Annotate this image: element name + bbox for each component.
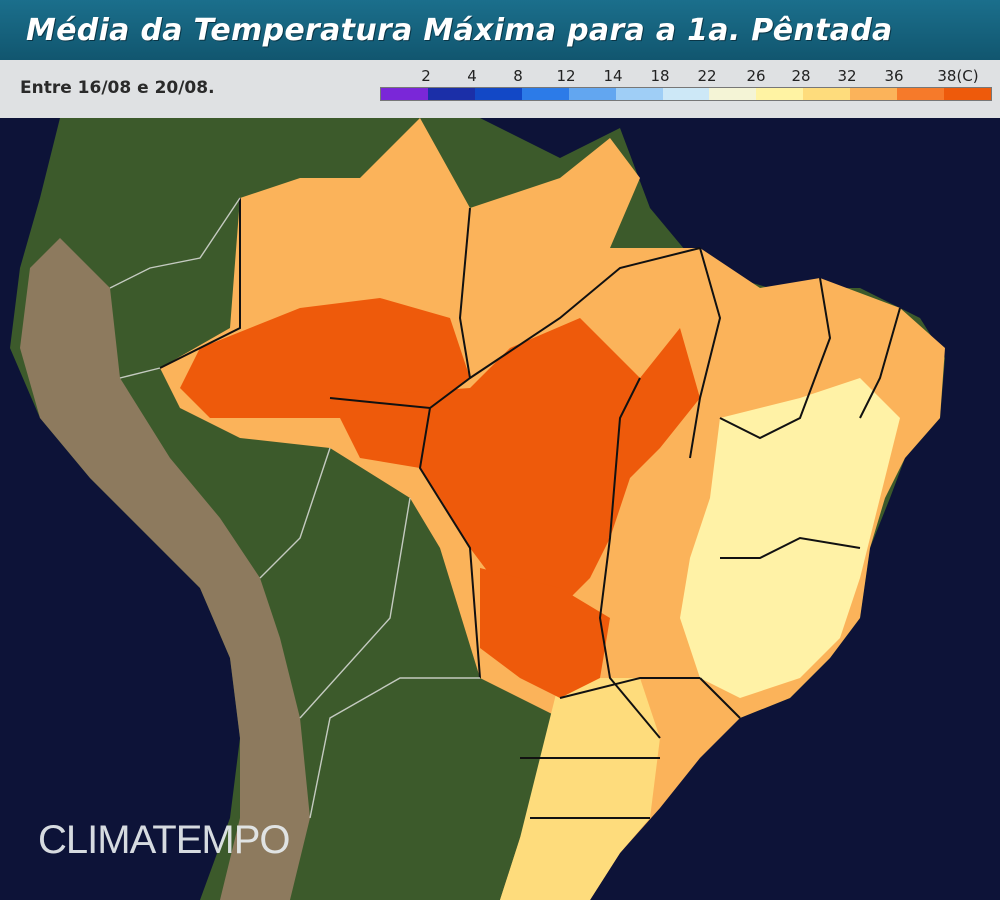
legend-swatch xyxy=(709,88,757,100)
legend-tick-label: 18 xyxy=(650,67,670,85)
legend-swatch xyxy=(756,88,804,100)
andes-range xyxy=(20,238,310,900)
legend-tick-label: 8 xyxy=(513,67,523,85)
legend-swatch xyxy=(427,88,475,100)
legend-tick-label: 32 xyxy=(837,67,857,85)
legend-swatch xyxy=(850,88,898,100)
legend-swatch xyxy=(803,88,851,100)
brazil-cool-region xyxy=(680,378,900,698)
legend-tick-label: 4 xyxy=(467,67,477,85)
legend-tick-label: 22 xyxy=(697,67,717,85)
legend-labels: 2 4 8 12 14 18 22 26 28 32 36 38(C) xyxy=(380,67,1000,87)
legend-swatch xyxy=(381,88,428,100)
legend-swatch xyxy=(662,88,710,100)
legend-tick-label: 26 xyxy=(746,67,766,85)
temperature-map xyxy=(0,118,1000,900)
page-title: Média da Temperatura Máxima para a 1a. P… xyxy=(26,12,893,48)
legend-swatch xyxy=(474,88,522,100)
period-label: Entre 16/08 e 20/08. xyxy=(20,78,215,98)
brazil-south-region xyxy=(500,678,660,900)
mato-grosso-sul-hot-region xyxy=(480,568,610,698)
legend-swatch xyxy=(615,88,663,100)
amazon-hot-region xyxy=(180,298,470,418)
legend-swatch xyxy=(944,88,991,100)
legend-tick-label: 38(C) xyxy=(937,67,979,85)
legend-tick-label: 2 xyxy=(421,67,431,85)
central-hot-region xyxy=(330,318,700,608)
legend-tick-label: 28 xyxy=(791,67,811,85)
legend-swatch xyxy=(897,88,945,100)
country-borders xyxy=(109,197,480,819)
legend-swatch xyxy=(521,88,569,100)
title-bar: Média da Temperatura Máxima para a 1a. P… xyxy=(0,0,1000,60)
legend-tick-label: 12 xyxy=(556,67,576,85)
legend-swatch xyxy=(568,88,616,100)
state-borders xyxy=(159,198,901,819)
legend-tick-label: 14 xyxy=(603,67,623,85)
climatempo-logo: CLIMATEMPO xyxy=(38,818,291,862)
color-scale-bar xyxy=(380,87,992,101)
legend-tick-label: 36 xyxy=(884,67,904,85)
